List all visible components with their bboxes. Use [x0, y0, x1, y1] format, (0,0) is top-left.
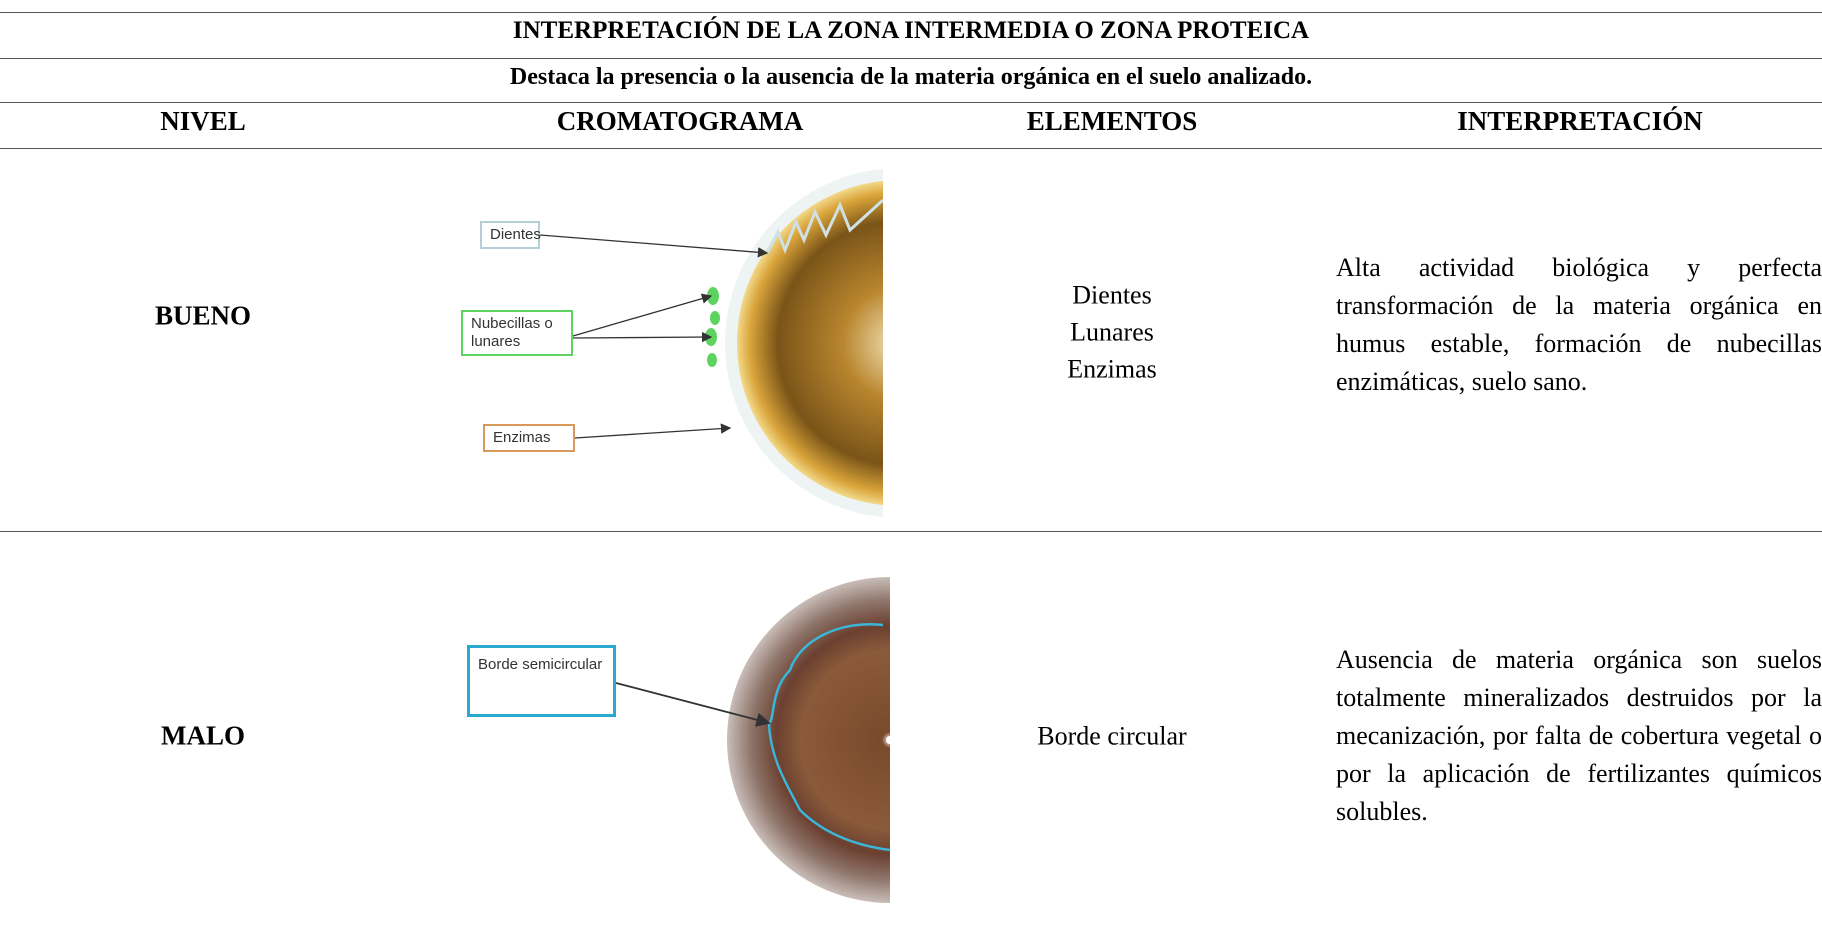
chromatogram-good	[705, 168, 883, 518]
rule	[0, 12, 1822, 13]
elements: Dientes Lunares Enzimas	[1067, 277, 1157, 388]
chromatogram-label: Borde semicircular	[467, 645, 616, 717]
rule	[0, 58, 1822, 59]
interpretation: Alta actividad biológica y perfecta tran…	[1336, 253, 1822, 396]
rule	[0, 148, 1822, 149]
header: INTERPRETACIÓN	[1457, 106, 1703, 136]
level: MALO	[161, 720, 245, 751]
header: ELEMENTOS	[1026, 106, 1198, 136]
rule	[0, 531, 1822, 532]
element: Borde circular	[1037, 721, 1187, 751]
arrows	[539, 234, 771, 727]
interpretation: Ausencia de materia orgánica son suelos …	[1336, 645, 1822, 826]
element: Dientes	[1072, 280, 1152, 310]
chromatogram-label: Enzimas	[483, 424, 575, 452]
element: Enzimas	[1067, 354, 1157, 384]
element: Lunares	[1070, 317, 1154, 347]
chromatogram-bad	[727, 577, 890, 903]
header: CROMATOGRAMA	[556, 106, 804, 136]
chromatogram-label: Nubecillas o lunares	[461, 310, 573, 356]
level: BUENO	[154, 300, 252, 331]
rule	[0, 102, 1822, 103]
header: NIVEL	[160, 106, 246, 136]
subtitle: Destaca la presencia o la ausencia de la…	[509, 64, 1313, 90]
elements: Borde circular	[1037, 718, 1186, 755]
title: INTERPRETACIÓN DE LA ZONA INTERMEDIA O Z…	[512, 17, 1310, 44]
chromatogram-label: Dientes	[480, 221, 541, 249]
